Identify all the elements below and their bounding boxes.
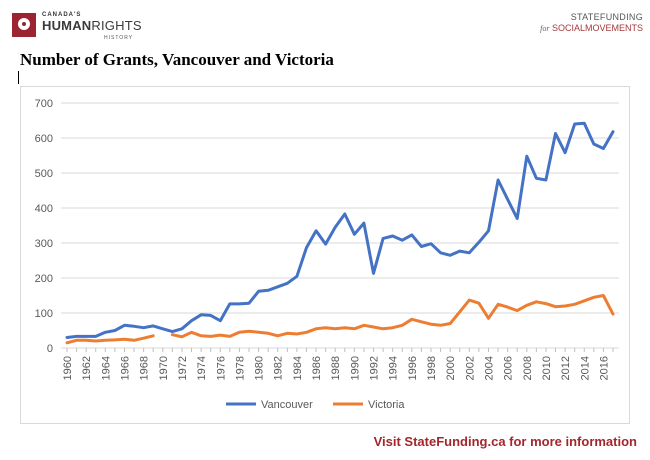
logo-left-sub: HISTORY bbox=[104, 35, 134, 41]
logo-left-big: HUMANRIGHTS bbox=[42, 18, 142, 33]
logo-right-prefix: for bbox=[540, 24, 550, 33]
x-tick-label-1972: 1972 bbox=[177, 356, 189, 380]
x-tick-label-1976: 1976 bbox=[215, 356, 227, 380]
text-cursor bbox=[18, 71, 19, 84]
x-tick-label-2016: 2016 bbox=[598, 356, 610, 380]
footer-link[interactable]: Visit StateFunding.ca for more informati… bbox=[373, 434, 637, 449]
statefunding-logo: STATEFUNDING for SOCIALMOVEMENTS bbox=[508, 12, 643, 42]
x-tick-label-1970: 1970 bbox=[158, 356, 170, 380]
y-tick-label-300: 300 bbox=[35, 238, 53, 250]
x-tick-label-2008: 2008 bbox=[522, 356, 534, 380]
x-tick-label-2012: 2012 bbox=[560, 356, 572, 380]
chart-title: Number of Grants, Vancouver and Victoria bbox=[20, 50, 334, 69]
x-tick-label-1974: 1974 bbox=[196, 356, 208, 380]
x-tick-label-2000: 2000 bbox=[445, 356, 457, 380]
x-tick-label-2006: 2006 bbox=[503, 356, 515, 380]
x-tick-label-2010: 2010 bbox=[541, 356, 553, 380]
x-tick-label-1980: 1980 bbox=[254, 356, 266, 380]
legend-label-victoria: Victoria bbox=[368, 399, 405, 411]
logo-left-big-rest: RIGHTS bbox=[91, 18, 142, 33]
series-line-victoria bbox=[65, 294, 615, 345]
x-tick-label-1978: 1978 bbox=[234, 356, 246, 380]
logo-right-bottom: for SOCIALMOVEMENTS bbox=[508, 23, 643, 33]
x-tick-label-2004: 2004 bbox=[483, 356, 495, 380]
y-tick-label-700: 700 bbox=[35, 98, 53, 110]
y-tick-label-200: 200 bbox=[35, 273, 53, 285]
x-tick-label-1990: 1990 bbox=[349, 356, 361, 380]
line-chart: 0 100 200 300 400 500 600 700 1960 1962 1964 1966 19… bbox=[35, 98, 619, 411]
x-tick-label-1964: 1964 bbox=[100, 356, 112, 380]
x-tick-label-1994: 1994 bbox=[388, 356, 400, 380]
logo-left-big-bold: HUMAN bbox=[42, 18, 92, 33]
x-tick-label-1960: 1960 bbox=[62, 356, 74, 380]
humanrights-logo: CANADA'S HUMANRIGHTS HISTORY bbox=[12, 10, 152, 41]
chart-area: 0 100 200 300 400 500 600 700 1960 1962 1964 1966 19… bbox=[20, 86, 630, 424]
logo-right-top: STATEFUNDING bbox=[570, 12, 643, 22]
x-tick-label-1968: 1968 bbox=[139, 356, 151, 380]
y-tick-label-100: 100 bbox=[35, 308, 53, 320]
x-tick-label-2014: 2014 bbox=[579, 356, 591, 380]
maple-leaf-icon bbox=[12, 13, 36, 37]
x-tick-label-1996: 1996 bbox=[407, 356, 419, 380]
legend-label-vancouver: Vancouver bbox=[261, 399, 313, 411]
y-tick-label-600: 600 bbox=[35, 133, 53, 145]
x-tick-label-1998: 1998 bbox=[426, 356, 438, 380]
x-tick-label-1988: 1988 bbox=[330, 356, 342, 380]
logo-right-main: SOCIALMOVEMENTS bbox=[551, 23, 643, 33]
series-line-vancouver bbox=[65, 121, 615, 339]
x-tick-label-1986: 1986 bbox=[311, 356, 323, 380]
y-tick-label-500: 500 bbox=[35, 168, 53, 180]
y-tick-label-0: 0 bbox=[47, 343, 53, 355]
y-tick-label-400: 400 bbox=[35, 203, 53, 215]
x-tick-label-1984: 1984 bbox=[292, 356, 304, 380]
logo-left-small: CANADA'S bbox=[42, 12, 82, 18]
x-tick-label-1966: 1966 bbox=[119, 356, 131, 380]
x-tick-label-1982: 1982 bbox=[273, 356, 285, 380]
x-tick-label-1992: 1992 bbox=[369, 356, 381, 380]
x-tick-label-2002: 2002 bbox=[464, 356, 476, 380]
x-tick-label-1962: 1962 bbox=[81, 356, 93, 380]
